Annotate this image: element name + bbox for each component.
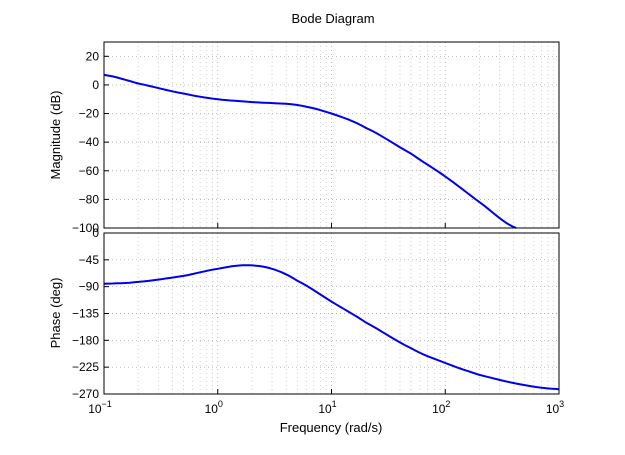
magnitude-axes-box [103,41,560,229]
magnitude-y-tick-label: −40 [79,135,100,149]
phase-y-tick-label: 0 [92,226,99,240]
magnitude-y-tick-label: −80 [79,192,100,206]
magnitude-y-axis-label: Magnitude (dB) [48,91,63,180]
magnitude-y-tick-label: −100 [72,221,99,235]
phase-panel: 0 −45 −90 −135 −180 −225 −270 Phase (deg) [48,226,560,401]
phase-y-ticks: 0 −45 −90 −135 −180 −225 −270 [72,226,560,401]
phase-y-tick-label: −180 [72,333,99,347]
phase-y-axis-label: Phase (deg) [48,278,63,349]
x-axis-label: Frequency (rad/s) [280,420,383,435]
phase-y-tick-label: −270 [72,387,99,401]
x-tick-label: 100 [205,399,223,416]
magnitude-grid [103,42,559,229]
magnitude-y-tick-label: 0 [92,78,99,92]
magnitude-panel: 20 0 −20 −40 −60 −80 −100 Magnitude (dB) [48,41,560,235]
x-tick-label: 101 [318,399,336,416]
phase-grid [103,232,559,395]
x-tick-label: 103 [546,399,564,416]
x-tick-label: 10−1 [88,399,112,416]
x-axis-ticks: 10−1 100 101 102 103 [88,399,564,416]
magnitude-y-tick-label: 20 [86,49,100,63]
chart-title: Bode Diagram [291,11,374,26]
magnitude-series-line [103,73,517,229]
phase-y-tick-label: −225 [72,360,99,374]
phase-y-tick-label: −90 [79,280,100,294]
magnitude-y-tick-label: −20 [79,107,100,121]
phase-axes-box [103,232,560,395]
phase-y-tick-label: −135 [72,307,99,321]
phase-y-tick-label: −45 [79,253,100,267]
phase-series-line [103,264,560,391]
magnitude-y-tick-label: −60 [79,164,100,178]
magnitude-y-ticks: 20 0 −20 −40 −60 −80 −100 [72,49,560,235]
x-tick-label: 102 [432,399,450,416]
